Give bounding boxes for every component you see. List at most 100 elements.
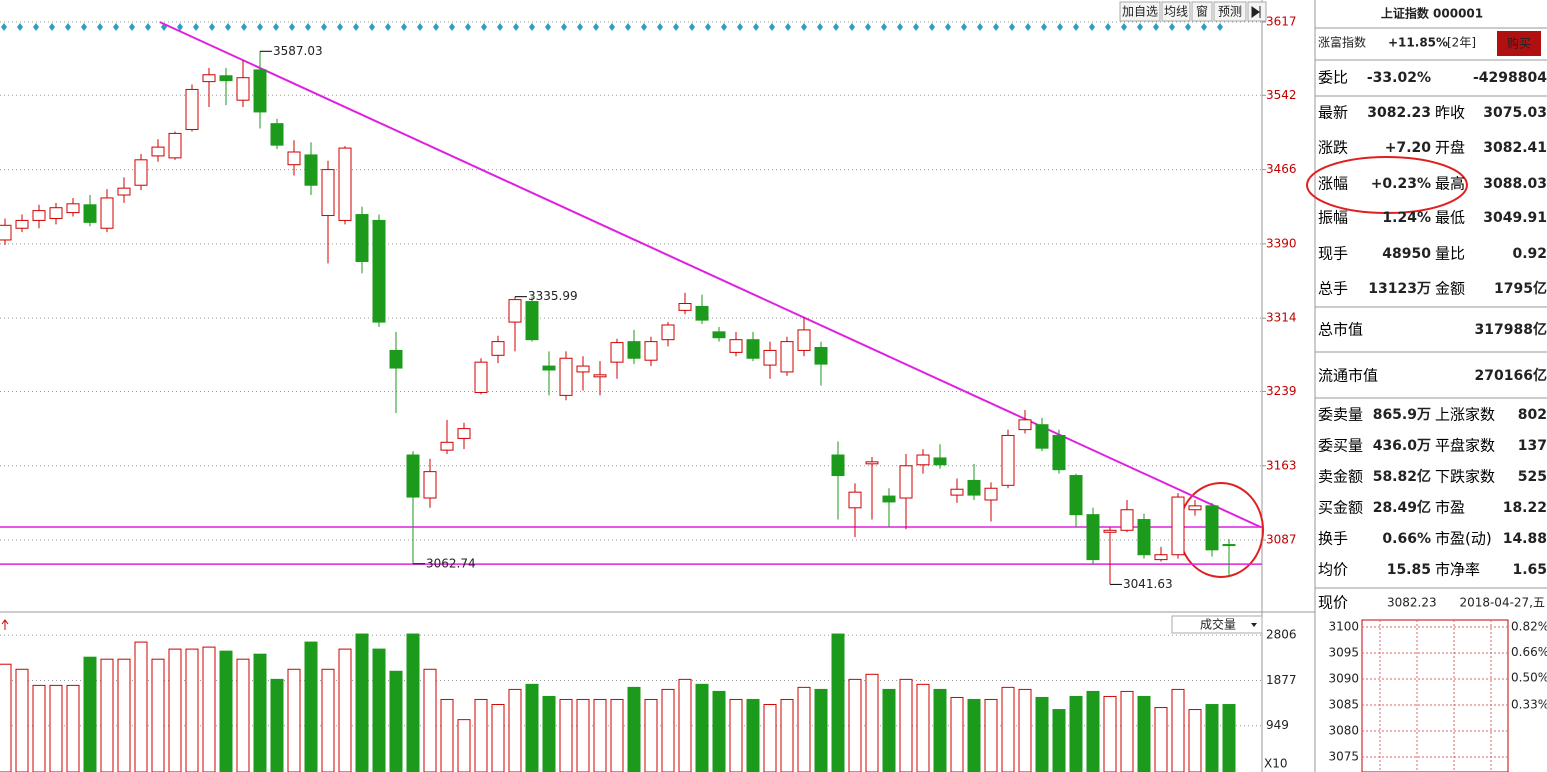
candle-body	[253, 69, 267, 113]
candle-body	[950, 488, 964, 496]
candle-body	[865, 461, 879, 465]
toolbar-button[interactable]	[1119, 1, 1161, 22]
volume-bar	[916, 683, 930, 772]
volume-bar	[933, 688, 947, 772]
marker-diamond	[1169, 23, 1175, 31]
marker-diamond	[801, 23, 807, 31]
volume-bar	[559, 698, 573, 772]
marker-diamond	[385, 23, 391, 31]
marker-diamond	[689, 23, 695, 31]
volume-bar	[287, 668, 301, 772]
toolbar-label: 加自选	[1122, 5, 1158, 19]
volume-bar	[644, 698, 658, 772]
marker-diamond	[625, 23, 631, 31]
volume-bar	[627, 686, 641, 772]
volume-bar	[304, 641, 318, 772]
field-label: 上涨家数	[1435, 406, 1495, 424]
candle-body	[66, 203, 80, 214]
field-value: 802	[1518, 407, 1547, 423]
volume-bar	[423, 668, 437, 772]
candle-body	[661, 324, 675, 341]
candle-body	[746, 339, 760, 359]
candle-body	[542, 365, 556, 371]
mini-y-tick-label: 3075	[1328, 750, 1359, 764]
candle-body	[185, 88, 199, 131]
volume-bar	[780, 698, 794, 772]
marker-diamond	[833, 23, 839, 31]
candle-body	[678, 303, 692, 311]
candle-body	[848, 491, 862, 509]
field-value: 18.22	[1503, 500, 1547, 516]
candle-body	[1137, 519, 1151, 556]
candle-body	[1222, 544, 1236, 547]
annotation-label: 3062.74	[426, 556, 476, 570]
field-value: 3088.03	[1483, 176, 1547, 192]
marker-diamond	[273, 23, 279, 31]
marker-diamond	[1089, 23, 1095, 31]
field-label: 涨跌	[1318, 139, 1348, 157]
volume-bar	[1035, 696, 1049, 772]
volume-bar	[1103, 695, 1117, 772]
marker-diamond	[577, 23, 583, 31]
volume-bar	[1137, 695, 1151, 772]
marker-diamond	[945, 23, 951, 31]
marker-diamond	[1, 23, 7, 31]
marker-diamond	[145, 23, 151, 31]
y-tick-label: 3087	[1266, 533, 1297, 547]
marker-diamond	[497, 23, 503, 31]
toolbar-label: 预测	[1218, 5, 1242, 19]
volume-bar	[15, 668, 29, 772]
candle-body	[440, 441, 454, 451]
candle-body	[270, 123, 284, 146]
field-label: 委比	[1318, 69, 1348, 87]
marker-diamond	[641, 23, 647, 31]
buy-button[interactable]	[1497, 31, 1541, 56]
dropdown-arrow	[1251, 623, 1257, 627]
promo-period: [2年]	[1447, 36, 1476, 50]
field-label: 流通市值	[1318, 367, 1378, 385]
toolbar-button[interactable]	[1161, 1, 1191, 22]
candle-body	[1188, 505, 1202, 511]
field-value: -4298804	[1473, 70, 1547, 86]
candle-body	[355, 214, 369, 262]
marker-diamond	[817, 23, 823, 31]
candle-body	[287, 151, 301, 166]
toolbar-button[interactable]	[1213, 1, 1247, 22]
field-value: 15.85	[1387, 562, 1431, 578]
candle-body	[134, 159, 148, 186]
toolbar-button[interactable]	[1191, 1, 1213, 22]
marker-diamond	[993, 23, 999, 31]
mini-pct-label: 0.50%	[1511, 670, 1547, 684]
mini-pct-label: 0.82%	[1511, 620, 1547, 634]
volume-bar	[372, 648, 386, 772]
volume-bar	[950, 696, 964, 772]
marker-diamond	[545, 23, 551, 31]
y-tick-label: 3617	[1266, 14, 1297, 28]
candle-body	[49, 207, 63, 219]
field-value: 436.0万	[1373, 438, 1431, 454]
field-value: -33.02%	[1367, 70, 1431, 86]
candle-body	[151, 146, 165, 157]
volume-bar	[134, 641, 148, 772]
trendline	[159, 21, 1262, 529]
marker-diamond	[513, 23, 519, 31]
volume-bar	[712, 690, 726, 772]
footer-price: 3082.23	[1387, 596, 1437, 610]
candle-body	[1069, 475, 1083, 516]
volume-bar	[66, 684, 80, 772]
field-value: 3082.23	[1367, 105, 1431, 121]
marker-diamond	[1217, 23, 1223, 31]
candle-body	[202, 74, 216, 83]
volume-selector[interactable]	[1171, 615, 1263, 634]
volume-bar	[695, 683, 709, 772]
candle-body	[389, 349, 403, 369]
volume-bar	[763, 704, 777, 772]
marker-diamond	[865, 23, 871, 31]
volume-bar	[729, 698, 743, 772]
volume-bar	[1205, 704, 1219, 772]
candle-body	[1052, 434, 1066, 471]
field-value: +7.20	[1385, 140, 1432, 156]
marker-diamond	[65, 23, 71, 31]
candle-body	[168, 132, 182, 159]
y-tick-label: 3163	[1266, 458, 1297, 472]
